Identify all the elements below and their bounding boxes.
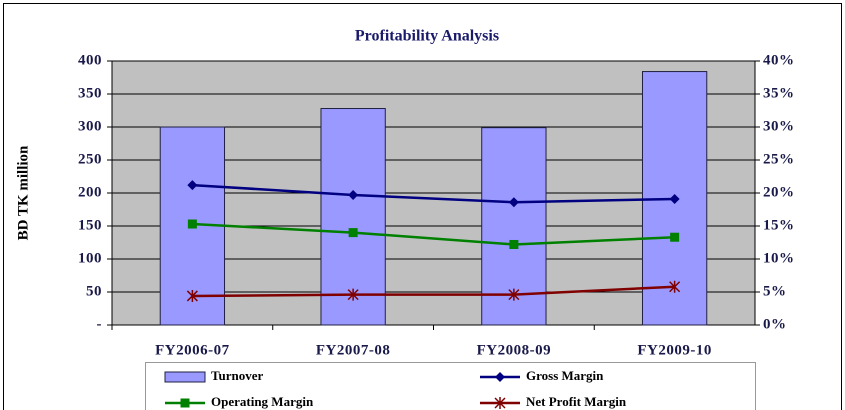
legend-label: Net Profit Margin bbox=[526, 394, 627, 409]
legend-marker bbox=[180, 398, 190, 408]
legend-marker bbox=[495, 372, 505, 382]
line-marker bbox=[509, 239, 519, 249]
x-tick-label: FY2006-07 bbox=[155, 342, 230, 358]
x-tick-label: FY2007-08 bbox=[316, 342, 391, 358]
y2-tick-label: 0% bbox=[763, 316, 787, 332]
line-marker bbox=[348, 228, 358, 238]
legend-label: Operating Margin bbox=[211, 394, 314, 409]
x-tick-label: FY2009-10 bbox=[637, 342, 712, 358]
y2-tick-label: 40% bbox=[763, 52, 795, 68]
legend-label: Gross Margin bbox=[526, 368, 604, 383]
y-tick-label: 350 bbox=[78, 85, 102, 101]
y-tick-label: 400 bbox=[78, 52, 102, 68]
y-tick-label: 250 bbox=[78, 151, 102, 167]
y-tick-label: 150 bbox=[78, 217, 102, 233]
y-tick-label: 300 bbox=[78, 118, 102, 134]
y-axis-label: BD TK million bbox=[15, 145, 31, 240]
line-marker bbox=[187, 180, 198, 191]
line-marker bbox=[670, 232, 680, 242]
line-marker bbox=[669, 193, 680, 204]
legend-label: Turnover bbox=[211, 368, 263, 383]
y-tick-label: 100 bbox=[78, 250, 102, 266]
y2-tick-label: 30% bbox=[763, 118, 795, 134]
line-marker bbox=[347, 288, 359, 301]
line-marker bbox=[508, 197, 519, 208]
y-tick-label: - bbox=[97, 316, 103, 332]
line-marker bbox=[187, 219, 197, 229]
line-marker bbox=[669, 280, 681, 293]
y2-tick-label: 15% bbox=[763, 217, 795, 233]
line-marker bbox=[508, 288, 520, 301]
y2-tick-label: 5% bbox=[763, 283, 787, 299]
legend-marker bbox=[494, 397, 506, 409]
line-marker bbox=[186, 289, 198, 302]
legend-box bbox=[145, 362, 756, 410]
line bbox=[192, 285, 675, 298]
y2-tick-label: 20% bbox=[763, 184, 795, 200]
line-marker bbox=[348, 189, 359, 200]
y2-tick-label: 35% bbox=[763, 85, 795, 101]
chart-title: Profitability Analysis bbox=[355, 28, 499, 45]
y2-tick-label: 10% bbox=[763, 250, 795, 266]
y-tick-label: 200 bbox=[78, 184, 102, 200]
legend-swatch bbox=[164, 371, 206, 383]
y2-tick-label: 25% bbox=[763, 151, 795, 167]
line bbox=[192, 183, 675, 204]
line bbox=[192, 222, 675, 246]
x-tick-label: FY2008-09 bbox=[477, 342, 552, 358]
y-tick-label: 50 bbox=[86, 283, 102, 299]
